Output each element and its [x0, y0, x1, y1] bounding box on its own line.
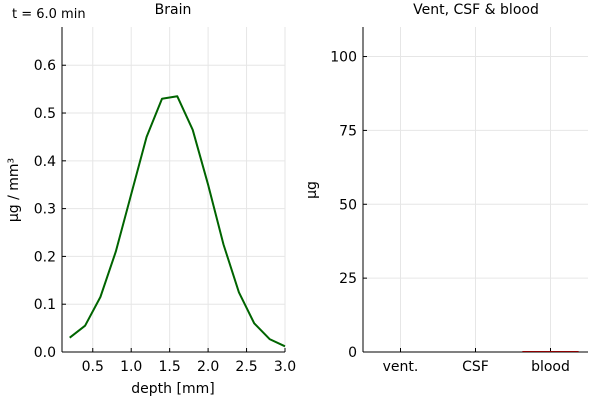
- vent-y-label: µg: [304, 181, 320, 199]
- vent-category-label: blood: [531, 359, 570, 375]
- brain-x-tick-label: 0.5: [82, 359, 104, 375]
- vent-category-label: CSF: [462, 359, 489, 375]
- vent-bar: [522, 351, 579, 352]
- brain-grid: [62, 27, 286, 353]
- vent-y-tick-label: 0: [348, 345, 357, 361]
- brain-x-tick-label: 2.5: [235, 359, 257, 375]
- brain-x-tick-label: 2.0: [197, 359, 219, 375]
- vent-y-tick-label: 75: [339, 123, 357, 139]
- brain-x-tick-label: 3.0: [274, 359, 296, 375]
- time-annotation: t = 6.0 min: [12, 7, 86, 22]
- brain-y-label: µg / mm³: [6, 158, 22, 222]
- vent-y-tick-label: 100: [330, 50, 357, 66]
- vent-ticks: vent. CSF blood 0 25 50 75 100: [330, 50, 570, 375]
- brain-panel: Brain 0.5 1.0 1.5 2.0 2.5 3.00.00.10.20.30.40…: [6, 2, 296, 397]
- vent-bars: [522, 351, 579, 352]
- vent-y-tick-label: 50: [339, 197, 357, 213]
- brain-ticks: 0.5 1.0 1.5 2.0 2.5 3.0 0.0 0.1 0.2 0.3 0.4 0.5 0.6: [34, 58, 296, 375]
- brain-concentration-line: [69, 95, 286, 348]
- brain-y-tick-label: 0.2: [34, 249, 56, 265]
- brain-y-tick-label: 0.3: [34, 202, 56, 218]
- brain-title: Brain: [155, 2, 192, 18]
- brain-y-tick-label: 0.4: [34, 154, 56, 170]
- brain-y-tick-label: 0.0: [34, 345, 56, 361]
- brain-x-tick-label: 1.0: [120, 359, 142, 375]
- brain-y-tick-label: 0.6: [34, 58, 56, 74]
- vent-y-tick-label: 25: [339, 271, 357, 287]
- brain-y-tick-label: 0.1: [34, 297, 56, 313]
- brain-y-tick-label: 0.5: [34, 106, 56, 122]
- vent-csf-blood-panel: Vent, CSF & blood vent. CSF blood 0 25 50 75 10…: [304, 2, 588, 375]
- brain-series: [69, 95, 286, 348]
- vent-category-label: vent.: [383, 359, 419, 375]
- brain-x-tick-label: 1.5: [159, 359, 181, 375]
- brain-x-label: depth [mm]: [131, 381, 214, 397]
- vent-grid: [363, 27, 588, 353]
- vent-title: Vent, CSF & blood: [413, 2, 539, 18]
